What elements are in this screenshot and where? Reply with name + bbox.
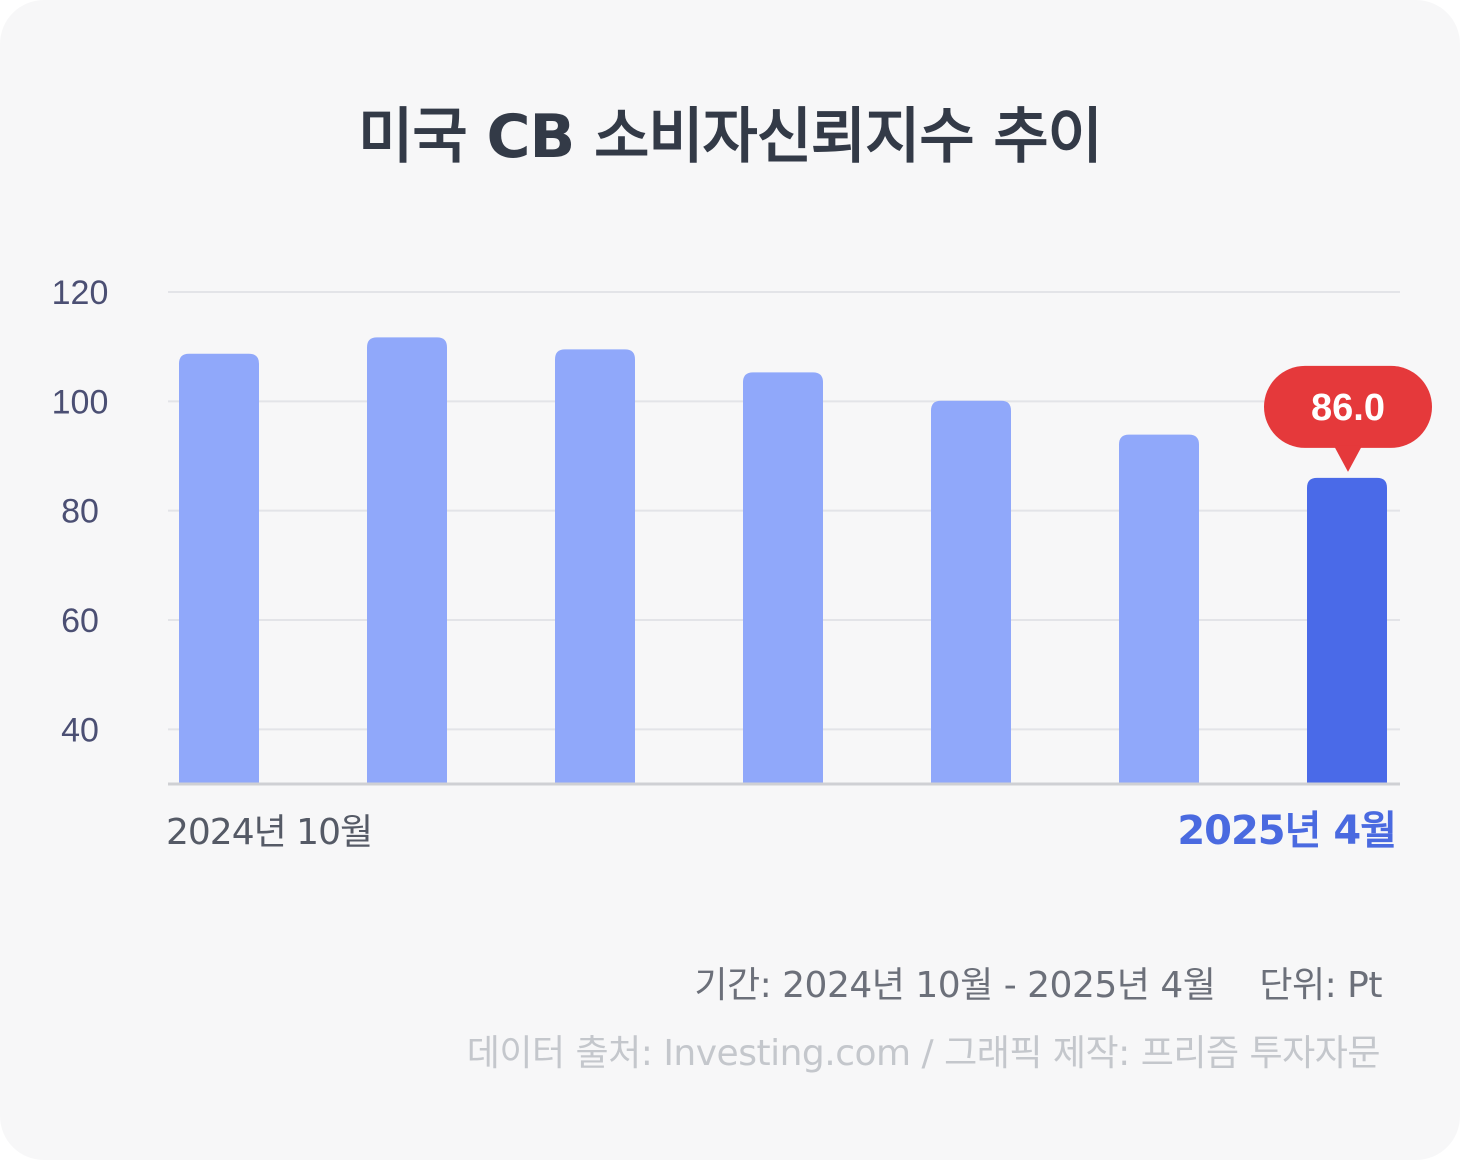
chart-title: 미국 CB 소비자신뢰지수 추이 <box>358 102 1103 172</box>
y-tick-label: 40 <box>61 711 99 749</box>
bar-2025-03 <box>1119 434 1199 784</box>
y-tick-label: 60 <box>61 602 99 640</box>
bar-2025-02 <box>931 400 1011 784</box>
y-tick-label: 80 <box>61 493 99 531</box>
period-text: 기간: 2024년 10월 - 2025년 4월 <box>694 965 1216 1006</box>
x-label-start: 2024년 10월 <box>166 812 372 853</box>
callout-bubble <box>1264 365 1432 448</box>
value-callout: 86.0 <box>1264 365 1432 472</box>
period-unit-line: 기간: 2024년 10월 - 2025년 4월 단위: Pt <box>694 956 1382 1008</box>
bar-2025-01 <box>743 372 823 784</box>
y-tick-label: 100 <box>52 383 109 421</box>
unit-text: 단위: Pt <box>1259 965 1382 1006</box>
bar-2024-10 <box>179 353 259 784</box>
callout-value: 86.0 <box>1311 387 1385 429</box>
callout-pointer <box>1334 445 1362 472</box>
bar-2024-12 <box>555 349 635 784</box>
y-tick-label: 120 <box>52 274 109 312</box>
bar-2024-11 <box>367 337 447 784</box>
bar-2025-04 <box>1307 477 1387 784</box>
x-label-end: 2025년 4월 <box>1177 808 1396 854</box>
source-text: 데이터 출처: Investing.com / 그래픽 제작: 프리즘 투자자문 <box>466 1033 1381 1074</box>
